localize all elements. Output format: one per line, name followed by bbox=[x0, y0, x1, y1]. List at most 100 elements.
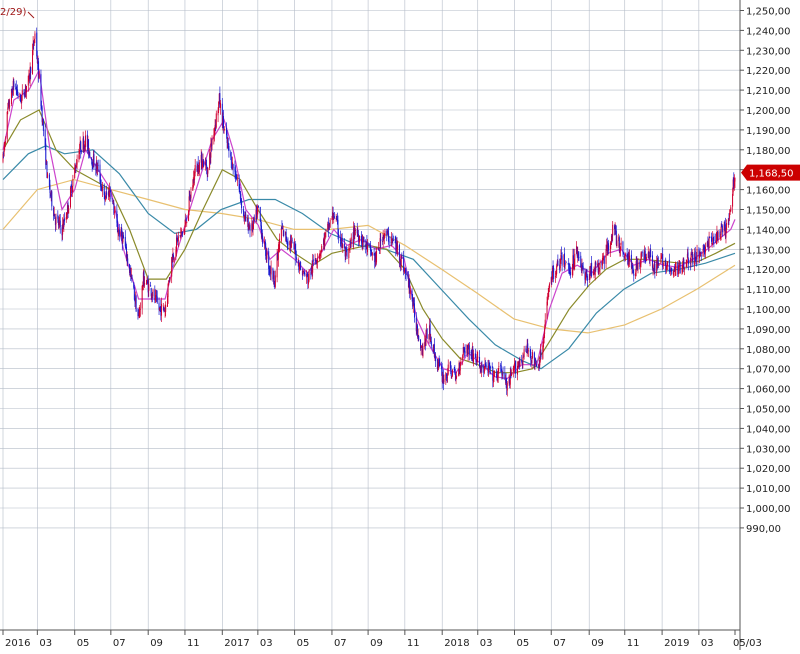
peak-annotation: 2/29) bbox=[0, 7, 26, 18]
candle-body bbox=[547, 298, 549, 301]
candle-body bbox=[706, 242, 708, 247]
candle-body bbox=[639, 263, 641, 267]
candle-body bbox=[122, 235, 124, 243]
candle-body bbox=[133, 287, 135, 300]
candle-body bbox=[80, 141, 82, 152]
y-tick-label: 1,020,00 bbox=[746, 464, 791, 475]
candle-body bbox=[630, 254, 632, 268]
candle-body bbox=[29, 74, 31, 80]
candle-body bbox=[560, 255, 562, 261]
candle-body bbox=[413, 299, 415, 305]
candle-body bbox=[644, 250, 646, 258]
candle-body bbox=[299, 263, 301, 270]
candle-body bbox=[656, 260, 658, 265]
y-tick-label: 1,010,00 bbox=[746, 484, 791, 495]
candle-body bbox=[95, 168, 97, 171]
x-tick-label: 11 bbox=[627, 638, 640, 649]
candle-body bbox=[365, 244, 367, 247]
candle-body bbox=[651, 255, 653, 269]
candle-body bbox=[456, 375, 458, 377]
y-tick-label: 1,050,00 bbox=[746, 405, 791, 416]
candle-body bbox=[591, 262, 593, 276]
candle-body bbox=[695, 257, 697, 259]
candle-body bbox=[540, 352, 542, 358]
candle-body bbox=[556, 265, 558, 274]
candle-body bbox=[266, 252, 268, 259]
candle-body bbox=[303, 273, 305, 274]
candle-body bbox=[390, 242, 392, 243]
candle-body bbox=[58, 221, 60, 225]
candle-body bbox=[150, 288, 152, 297]
candle-body bbox=[147, 281, 149, 293]
candle-body bbox=[286, 238, 288, 242]
x-tick-label: 09 bbox=[150, 638, 163, 649]
candle-body bbox=[526, 344, 528, 353]
candle-body bbox=[244, 214, 246, 218]
candle-body bbox=[661, 255, 663, 256]
candle-body bbox=[42, 119, 44, 124]
candle-body bbox=[41, 105, 43, 109]
candle-body bbox=[673, 268, 675, 271]
candle-body bbox=[416, 325, 418, 338]
candle-body bbox=[497, 375, 499, 378]
candle-body bbox=[62, 225, 64, 229]
candle-body bbox=[715, 236, 717, 243]
candle-body bbox=[656, 260, 658, 274]
candle-body bbox=[92, 156, 94, 168]
candle-body bbox=[117, 233, 119, 234]
candle-body bbox=[353, 226, 355, 237]
candle-body bbox=[215, 113, 217, 128]
candle-body bbox=[9, 105, 11, 108]
candle-body bbox=[193, 179, 195, 181]
candle-body bbox=[222, 116, 224, 126]
candle-body bbox=[16, 89, 18, 92]
candle-body bbox=[569, 269, 571, 274]
candle-body bbox=[707, 244, 709, 247]
candle-body bbox=[498, 366, 500, 368]
candle-body bbox=[648, 251, 650, 258]
candle-body bbox=[281, 226, 283, 230]
candle-body bbox=[89, 151, 91, 158]
candle-body bbox=[295, 257, 297, 260]
candle-body bbox=[671, 268, 673, 275]
candle-body bbox=[532, 352, 534, 359]
candle-body bbox=[214, 125, 216, 130]
candle-body bbox=[311, 266, 313, 272]
candle-body bbox=[502, 372, 504, 375]
candle-body bbox=[84, 145, 86, 148]
candle-body bbox=[394, 241, 396, 243]
candle-body bbox=[194, 165, 196, 174]
candle-body bbox=[557, 260, 559, 266]
candle-body bbox=[213, 128, 215, 136]
candle-body bbox=[85, 135, 87, 148]
candle-body bbox=[244, 215, 246, 219]
candle-body bbox=[720, 236, 722, 239]
candle-body bbox=[653, 268, 655, 272]
candle-body bbox=[137, 309, 139, 316]
candle-body bbox=[223, 129, 225, 131]
candle-body bbox=[295, 250, 297, 259]
candle-body bbox=[639, 262, 641, 267]
candle-body bbox=[713, 236, 715, 242]
candle-body bbox=[518, 361, 520, 368]
candle-body bbox=[293, 242, 295, 250]
candle-body bbox=[63, 218, 65, 227]
candle-body bbox=[712, 237, 714, 239]
candle-body bbox=[425, 332, 427, 346]
candle-body bbox=[407, 276, 409, 288]
candle-body bbox=[533, 352, 535, 368]
candle-body bbox=[686, 254, 688, 259]
candle-body bbox=[336, 218, 338, 220]
candle-body bbox=[180, 230, 182, 233]
candle-body bbox=[156, 296, 158, 303]
candle-body bbox=[586, 275, 588, 281]
candle-body bbox=[245, 214, 247, 222]
y-tick-label: 1,060,00 bbox=[746, 385, 791, 396]
candle-body bbox=[412, 300, 414, 307]
candle-body bbox=[54, 213, 56, 219]
candle-body bbox=[332, 212, 334, 218]
candle-body bbox=[416, 326, 418, 330]
candle-body bbox=[584, 271, 586, 280]
candle-body bbox=[19, 93, 21, 96]
candle-body bbox=[494, 372, 496, 374]
